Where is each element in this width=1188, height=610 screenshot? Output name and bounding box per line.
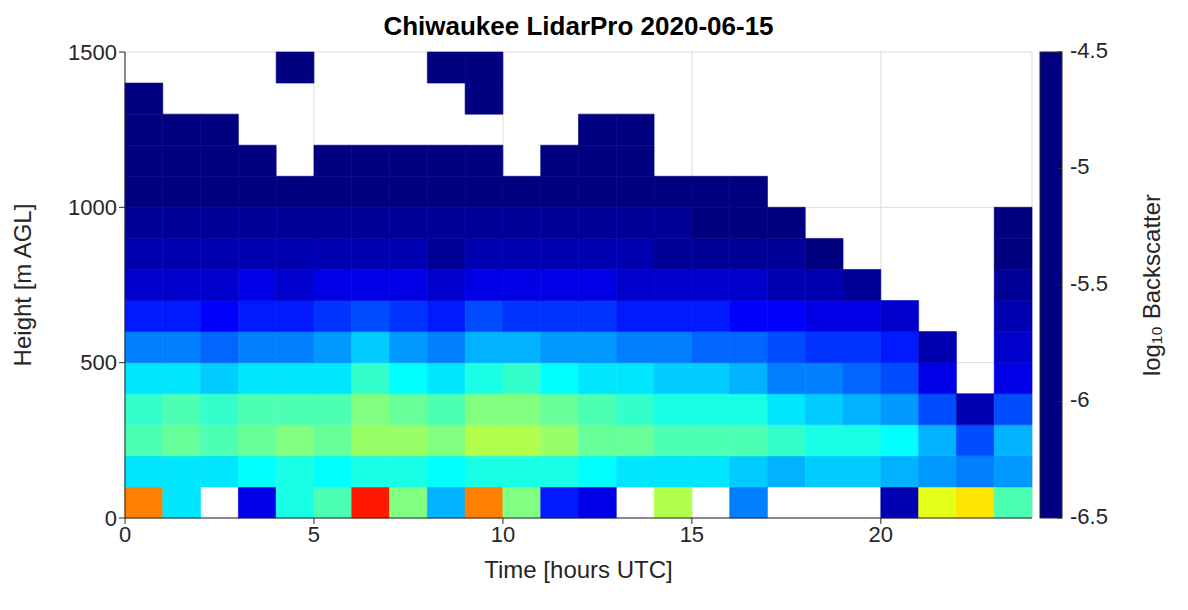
svg-text:-5: -5 [1070, 154, 1090, 179]
svg-text:1500: 1500 [68, 40, 117, 65]
svg-text:-5.5: -5.5 [1070, 271, 1108, 296]
svg-text:Time [hours UTC]: Time [hours UTC] [484, 556, 672, 583]
svg-text:15: 15 [680, 522, 704, 547]
svg-text:log₁₀ Backscatter: log₁₀ Backscatter [1138, 194, 1165, 376]
html-text:Chiwaukee LidarPro 2020-06-15: Chiwaukee LidarPro 2020-06-15 [383, 11, 774, 41]
svg-text:500: 500 [80, 350, 117, 375]
svg-text:0: 0 [105, 506, 117, 531]
svg-text:-6.5: -6.5 [1070, 504, 1108, 529]
svg-text:20: 20 [869, 522, 893, 547]
svg-text:Height [m AGL]: Height [m AGL] [9, 204, 36, 367]
svg-text:-4.5: -4.5 [1070, 38, 1108, 63]
svg-text:0: 0 [119, 522, 131, 547]
svg-text:5: 5 [308, 522, 320, 547]
svg-text:1000: 1000 [68, 195, 117, 220]
svg-text:-6: -6 [1070, 387, 1090, 412]
svg-text:10: 10 [491, 522, 515, 547]
